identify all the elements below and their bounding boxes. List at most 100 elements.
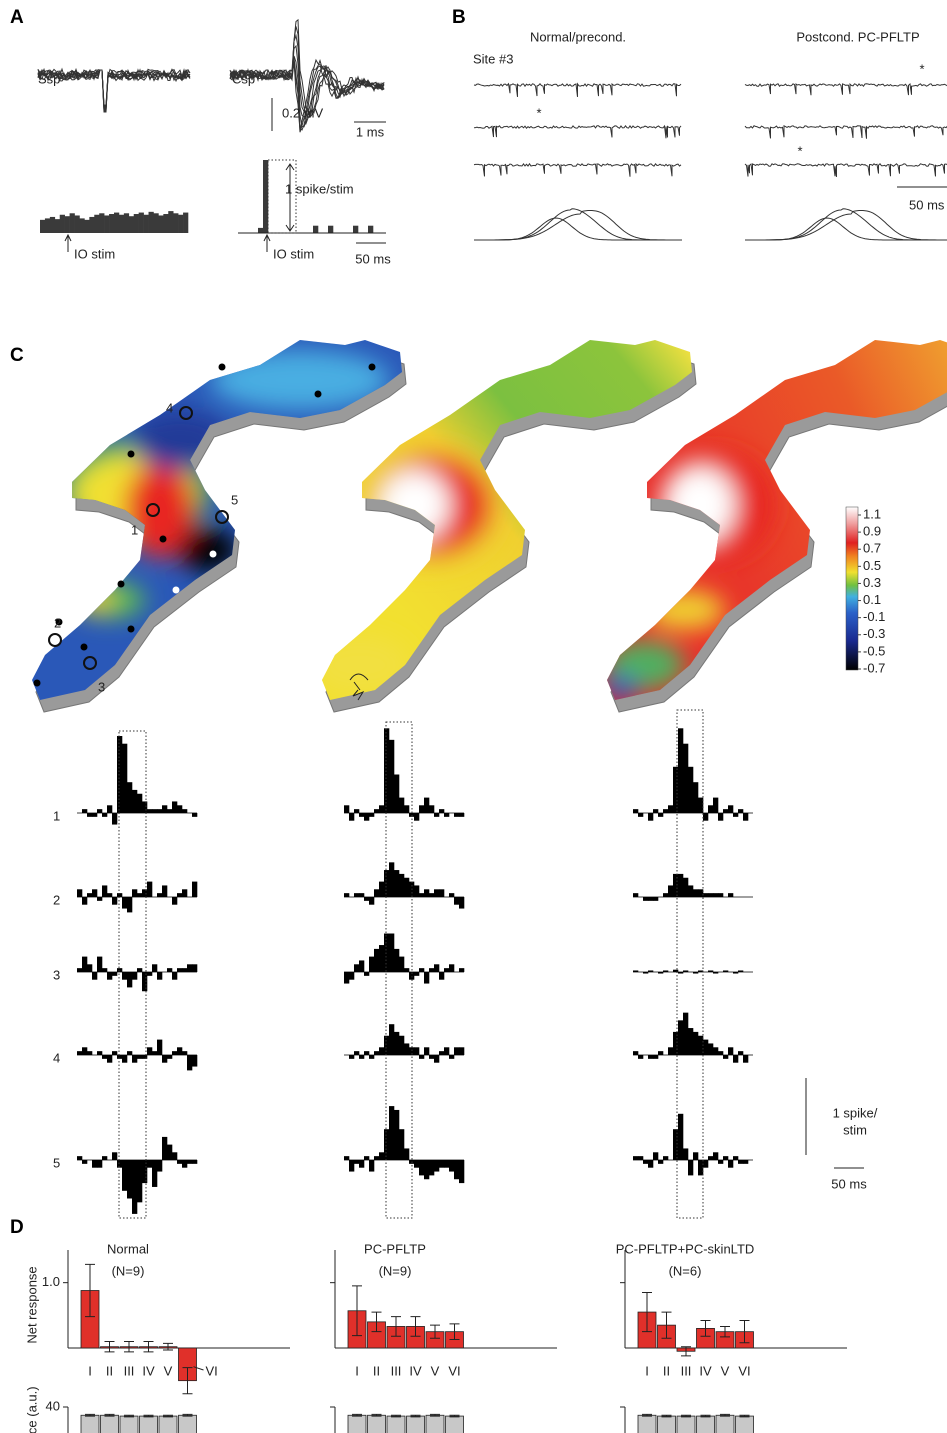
- hist-bar: [688, 885, 694, 897]
- hist-bar: [137, 893, 143, 897]
- hist-bar: [192, 1160, 198, 1164]
- hist-bar: [117, 968, 123, 972]
- hist-bar: [123, 213, 130, 233]
- hist-bar: [107, 805, 113, 813]
- hist-bar: [112, 897, 118, 905]
- bar: [80, 1414, 100, 1433]
- hist-bar: [152, 809, 158, 813]
- trace: [37, 68, 191, 106]
- error-bar: [410, 1316, 421, 1337]
- hist-bar: [133, 214, 139, 233]
- bar: [676, 1415, 696, 1433]
- hist-bar: [162, 885, 168, 897]
- x-tick-label: VI: [738, 1363, 750, 1378]
- hist-bar: [638, 1156, 644, 1160]
- hist-bar: [142, 972, 148, 992]
- hist-bar: [643, 972, 649, 974]
- hist-bar: [172, 1051, 178, 1055]
- hist-bar: [147, 809, 153, 813]
- tick-label: 1.1: [863, 506, 881, 521]
- y-tick-label: 1.0: [42, 1274, 60, 1289]
- hist-bar: [147, 1047, 153, 1055]
- error-bar: [143, 1414, 154, 1418]
- hist-bar: [713, 1047, 719, 1055]
- x-tick-label: I: [645, 1363, 649, 1378]
- hist-bar: [673, 766, 679, 813]
- hist-bar: [703, 893, 709, 897]
- hist-bar: [349, 1160, 355, 1172]
- hist-bar: [49, 216, 56, 233]
- error-bar: [352, 1413, 362, 1417]
- hist-bar: [102, 813, 108, 817]
- hist-bar: [107, 893, 113, 897]
- tick-label: -0.3: [863, 626, 885, 641]
- hist-bar: [728, 1160, 734, 1168]
- hist-bar: [419, 968, 425, 972]
- hist-bar: [313, 225, 319, 233]
- hist-bar: [117, 893, 123, 897]
- hist-bar: [648, 813, 654, 821]
- hist-bar: [688, 1160, 694, 1176]
- bar: [445, 1415, 464, 1433]
- site-label: 2: [54, 615, 61, 630]
- hist-bar: [64, 216, 70, 233]
- hist-bar: [663, 893, 669, 897]
- x-tick-label: II: [663, 1363, 670, 1378]
- hist-bar: [354, 1051, 360, 1055]
- hist-bar: [132, 1055, 138, 1063]
- hist-bar: [102, 1156, 108, 1160]
- hist-bar: [389, 1024, 395, 1055]
- hist-bar: [449, 1160, 455, 1172]
- hist-bar: [434, 1055, 440, 1063]
- hist-bar: [328, 225, 334, 233]
- hist-bar: [429, 1160, 435, 1176]
- hist-bar: [404, 1043, 410, 1055]
- chart-title: Normal: [107, 1241, 149, 1256]
- hist-bar: [419, 805, 425, 813]
- hist-bar: [182, 889, 188, 897]
- chart-title: PC-PFLTP+PC-skinLTD: [616, 1241, 755, 1256]
- hist-bar: [107, 1055, 113, 1063]
- hist-bar: [419, 893, 425, 897]
- hist-bar: [142, 1055, 148, 1059]
- bar: [406, 1415, 425, 1433]
- column-title: Postcond. PC-PFLTP: [796, 29, 919, 44]
- hist-bar: [424, 1047, 430, 1055]
- hist-bar: [168, 211, 174, 233]
- hist-bar: [693, 889, 699, 897]
- hist-bar: [147, 1160, 153, 1168]
- error-bar: [449, 1414, 460, 1418]
- hist-bar: [693, 1031, 699, 1055]
- hist-bar: [157, 893, 163, 897]
- site-label: 3: [98, 679, 105, 694]
- hist-bar: [379, 881, 385, 897]
- hist-bar: [107, 972, 113, 980]
- hist-bar: [132, 1160, 138, 1214]
- hist-bar: [449, 964, 455, 972]
- hist-bar: [158, 215, 164, 233]
- hist-bar: [708, 805, 714, 813]
- hist-bar: [79, 218, 85, 233]
- hist-bar: [698, 797, 704, 813]
- hist-bar: [128, 216, 135, 233]
- hist-bar: [429, 1055, 435, 1059]
- hist-bar: [698, 1160, 704, 1176]
- error-bar: [410, 1414, 421, 1418]
- hist-bar: [409, 1047, 415, 1055]
- hist-bar: [369, 956, 375, 972]
- hist-bar: [384, 1129, 390, 1160]
- hist-bar: [429, 968, 435, 972]
- hist-bar: [404, 877, 410, 897]
- hist-bar: [733, 1156, 739, 1160]
- error-bar: [124, 1414, 134, 1418]
- hist-bar: [668, 805, 674, 813]
- hist-bar: [178, 214, 184, 233]
- hist-bar: [454, 1047, 460, 1055]
- error-bar: [449, 1323, 460, 1341]
- hist-bar: [117, 736, 123, 813]
- row-label: 5: [53, 1155, 60, 1170]
- hist-bar: [82, 897, 88, 905]
- hist-bar: [187, 1055, 193, 1071]
- hist-bar: [688, 766, 694, 813]
- hist-bar: [137, 1055, 143, 1059]
